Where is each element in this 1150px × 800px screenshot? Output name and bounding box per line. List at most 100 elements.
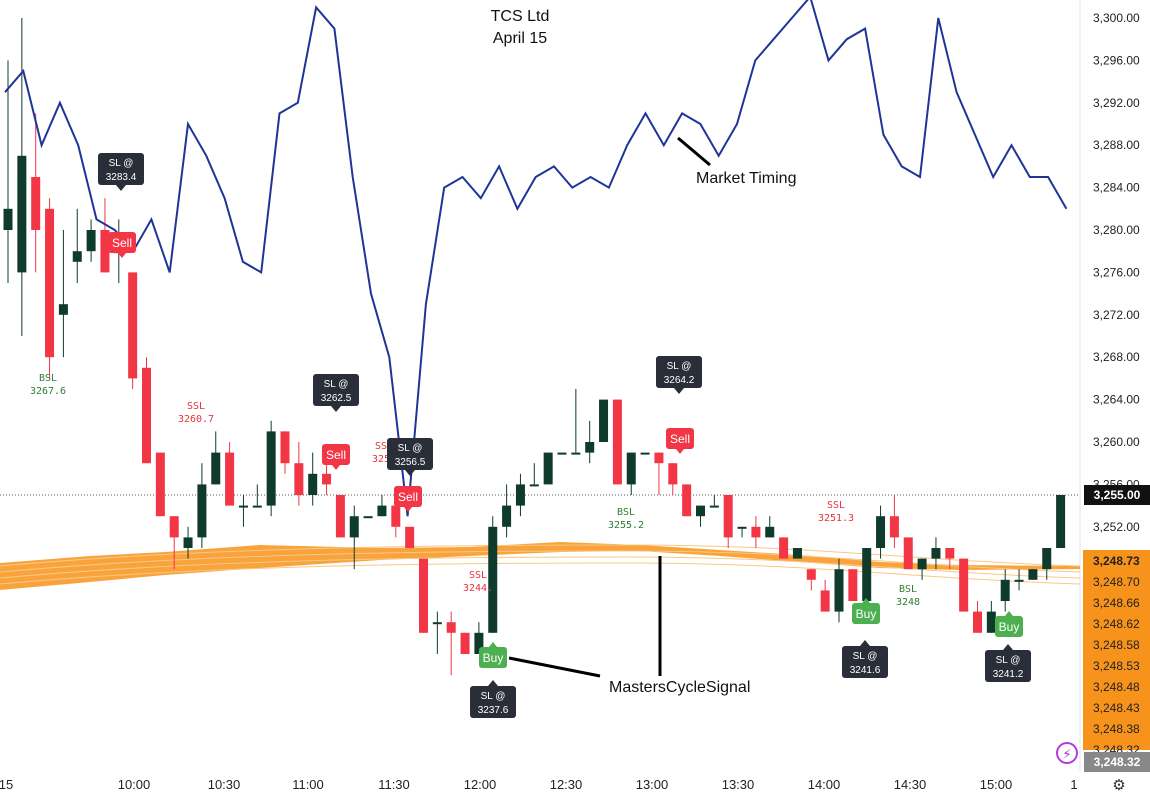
candle-body [765,526,775,538]
stop-loss-value: 3241.2 [993,669,1024,680]
time-tick-label: 11:30 [378,777,410,792]
time-axis: 15 10:00 10:30 11:00 11:30 12:00 12:30 13:00 13:… [0,777,1078,792]
signal-box [666,428,694,449]
candle-body [197,484,207,538]
price-tick-label: 3,260.00 [1093,435,1140,449]
candle-body [31,177,41,230]
stop-loss-value: 3256.5 [395,457,426,468]
price-tick-label: 3,292.00 [1093,96,1140,110]
sell-signal: Sell [666,428,694,454]
signal-label: Buy [483,651,504,665]
candle-body [931,548,941,559]
level-value: 3248 [896,597,920,608]
stop-loss-value: 3241.6 [850,665,881,676]
ma-axis-band [1083,550,1150,750]
ma-ribbon-line [0,544,1081,567]
candle-body [1028,569,1038,580]
level-tag: BSL [899,584,917,595]
stop-loss-label: SL @ [481,691,506,702]
level-value: 3256 [372,454,396,465]
time-tick-label: 10:30 [208,777,241,792]
chart-subtitle: April 15 [492,30,548,47]
candle-body [612,399,622,485]
candle-body [696,505,705,517]
chart-title: TCS Ltd [490,8,550,25]
buy-signal: Buy [479,642,507,668]
candle-body [626,452,636,485]
candle-body [419,558,428,633]
lightning-icon[interactable]: ⚡ [1056,742,1078,764]
candle-body [155,452,165,517]
ma-tick-label: 3,248.73 [1093,554,1140,568]
candle-body [917,558,927,570]
signal-pointer [489,642,497,647]
candle-body [1042,548,1052,570]
stop-loss-value: 3264.2 [664,375,695,386]
signal-pointer [676,449,684,454]
candle-body [834,569,844,612]
stop-loss-value: 3283.4 [106,172,137,183]
annotations: Market Timing MastersCycleSignal [508,136,796,696]
stop-loss-pointer [860,640,870,646]
stop-loss-label: SL @ [109,158,134,169]
candle-body [405,526,415,548]
level-value: 3260.7 [178,414,214,425]
time-tick-label: 1 [1070,777,1077,792]
candle-body [709,505,719,508]
level-tag: SSL [375,441,393,452]
ma-tick-label: 3,248.66 [1093,596,1140,610]
stop-loss-pointer [1003,644,1013,650]
price-tick-label: 3,264.00 [1093,393,1140,407]
candle-body [876,516,886,548]
time-tick-label: 11:00 [292,777,324,792]
stop-loss-pointer [331,406,341,412]
stop-loss-bubble: SL @ 3241.6 [842,640,888,678]
stop-loss-bubble: SL @ 3262.5 [313,374,359,412]
candle-body [335,495,345,538]
candle-body [889,516,899,538]
candle-body [3,208,13,230]
market-timing-annotation: Market Timing [696,170,796,187]
stop-loss-box [656,356,702,388]
candle-body [986,611,996,633]
time-tick-label: 13:30 [722,777,755,792]
price-axis: 3,300.00 3,296.00 3,292.00 3,288.00 3,284.00… [1083,11,1150,757]
sell-signal: Sell [322,444,350,470]
masters-cycle-annotation: MastersCycleSignal [609,679,750,696]
candle-body [529,484,539,487]
price-tick-label: 3,272.00 [1093,308,1140,322]
price-tick-label: 3,296.00 [1093,53,1140,67]
candle-body [58,304,68,315]
level-value: 3251.3 [818,513,854,524]
candle-body [959,558,969,612]
stop-loss-box [842,646,888,678]
ma-tick-label: 3,248.53 [1093,659,1140,673]
candle-body [446,622,456,633]
candle-body [238,505,248,508]
price-tick-label: 3,276.00 [1093,265,1140,279]
candle-body [543,452,553,485]
signal-label: Sell [112,236,132,250]
stop-loss-label: SL @ [853,651,878,662]
level-value: 3255.2 [608,520,644,531]
level-value: 3244. [463,583,493,594]
level-tag: BSL [39,373,57,384]
candle-body [211,452,221,485]
last-price-tag: 3,255.00 [1084,485,1150,505]
signal-pointer [862,598,870,603]
signal-box [995,616,1023,637]
candle-body [225,452,235,506]
candle-body [585,442,595,453]
candle-body [557,452,567,455]
signal-label: Sell [670,432,690,446]
gear-icon[interactable]: ⚙ [1112,776,1126,794]
candle-body [128,272,138,379]
candle-body [820,590,830,612]
stop-loss-box [313,374,359,406]
stop-loss-pointer [116,185,126,191]
stop-loss-pointer [488,680,498,686]
candle-body [142,367,151,464]
price-tick-label: 3,300.00 [1093,11,1140,25]
signal-pointer [332,465,340,470]
